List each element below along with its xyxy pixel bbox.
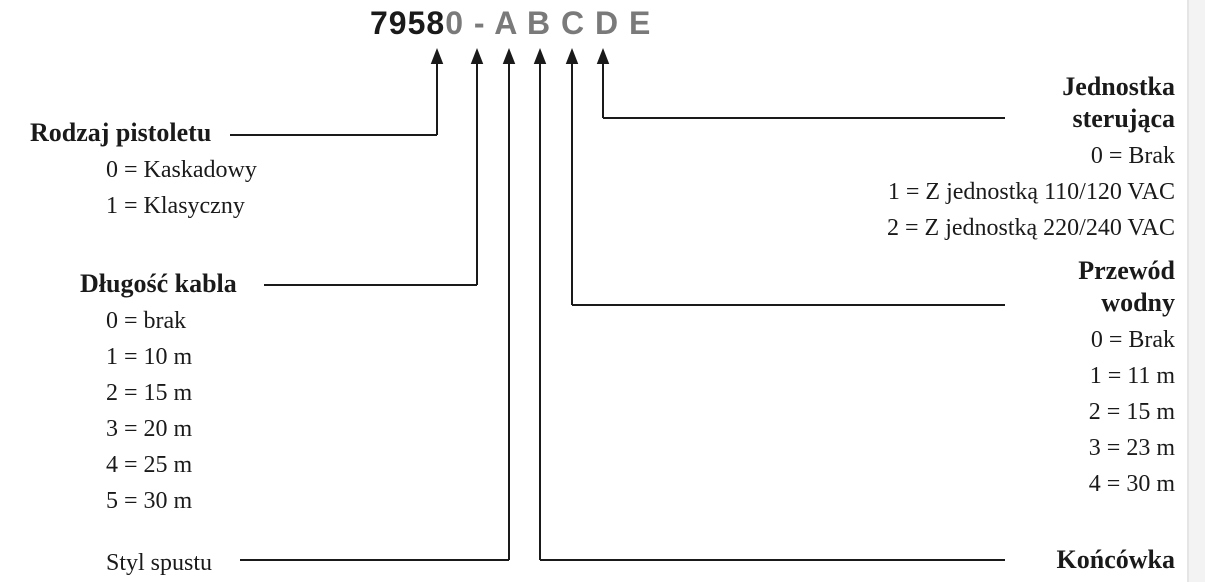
water-line-option: 4 = 30 m [1089, 466, 1175, 502]
cable-length-title: Długość kabla [80, 269, 237, 299]
gun-type-title: Rodzaj pistoletu [30, 118, 211, 148]
part-prefix-dark: 7958 [370, 5, 445, 41]
water-line-title2: wodny [1101, 288, 1175, 318]
gun-type-options: 0 = Kaskadowy 1 = Klasyczny [106, 152, 257, 224]
part-sep: - [464, 5, 494, 41]
trigger-style-title: Styl spustu [106, 545, 212, 581]
part-prefix-gray: 0 [445, 5, 464, 41]
scrollbar-stub [1187, 0, 1205, 582]
cable-length-option: 5 = 30 m [106, 483, 192, 519]
gun-type-option: 0 = Kaskadowy [106, 152, 257, 188]
water-line-option: 3 = 23 m [1089, 430, 1175, 466]
water-line-option: 0 = Brak [1089, 322, 1175, 358]
part-placeholders: A B C D E [494, 5, 651, 41]
gun-type-option: 1 = Klasyczny [106, 188, 257, 224]
cable-length-option: 2 = 15 m [106, 375, 192, 411]
water-line-option: 1 = 11 m [1089, 358, 1175, 394]
control-unit-option: 2 = Z jednostką 220/240 VAC [887, 210, 1175, 246]
part-number: 79580 - A B C D E [370, 5, 651, 42]
control-unit-title1: Jednostka [1062, 72, 1175, 102]
cable-length-options: 0 = brak 1 = 10 m 2 = 15 m 3 = 20 m 4 = … [106, 303, 192, 519]
control-unit-option: 1 = Z jednostką 110/120 VAC [887, 174, 1175, 210]
water-line-title1: Przewód [1078, 256, 1175, 286]
cable-length-option: 4 = 25 m [106, 447, 192, 483]
control-unit-options: 0 = Brak 1 = Z jednostką 110/120 VAC 2 =… [887, 138, 1175, 246]
control-unit-title2: sterująca [1072, 104, 1175, 134]
cable-length-option: 0 = brak [106, 303, 192, 339]
water-line-options: 0 = Brak 1 = 11 m 2 = 15 m 3 = 23 m 4 = … [1089, 322, 1175, 502]
tip-title: Końcówka [1057, 545, 1175, 575]
control-unit-option: 0 = Brak [887, 138, 1175, 174]
cable-length-option: 1 = 10 m [106, 339, 192, 375]
cable-length-option: 3 = 20 m [106, 411, 192, 447]
water-line-option: 2 = 15 m [1089, 394, 1175, 430]
